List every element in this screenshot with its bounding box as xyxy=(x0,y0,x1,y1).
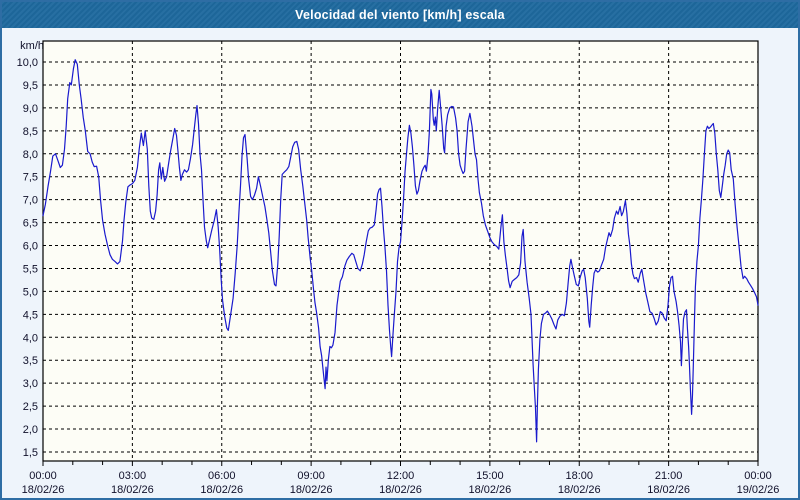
y-tick-label: 9,5 xyxy=(23,80,38,92)
y-tick-label: 6,5 xyxy=(23,218,38,230)
x-tick-time-label: 03:00 xyxy=(119,470,147,482)
y-tick-label: 1,5 xyxy=(23,447,38,459)
wind-speed-line xyxy=(42,59,759,443)
x-tick-time-label: 06:00 xyxy=(208,470,236,482)
y-tick-label: 2,0 xyxy=(23,424,38,436)
y-tick-label: 5,5 xyxy=(23,263,38,275)
title-bar: Velocidad del viento [km/h] escala xyxy=(2,2,798,28)
x-tick-time-label: 18:00 xyxy=(565,470,593,482)
x-tick-time-label: 15:00 xyxy=(476,470,504,482)
x-tick-time-label: 21:00 xyxy=(655,470,683,482)
chart-title: Velocidad del viento [km/h] escala xyxy=(295,8,505,22)
y-tick-label: 7,5 xyxy=(23,172,38,184)
y-tick-label: 3,5 xyxy=(23,355,38,367)
x-tick-time-label: 00:00 xyxy=(29,470,57,482)
y-tick-label: 2,5 xyxy=(23,401,38,413)
y-tick-label: 4,5 xyxy=(23,309,38,321)
x-tick-time-label: 09:00 xyxy=(297,470,325,482)
x-tick-date-label: 18/02/26 xyxy=(558,484,601,496)
x-tick-date-label: 18/02/26 xyxy=(379,484,422,496)
y-tick-label: 8,0 xyxy=(23,149,38,161)
y-tick-label: 9,0 xyxy=(23,103,38,115)
x-tick-date-label: 19/02/26 xyxy=(737,484,780,496)
x-tick-date-label: 18/02/26 xyxy=(468,484,511,496)
x-tick-date-label: 18/02/26 xyxy=(647,484,690,496)
x-tick-date-label: 18/02/26 xyxy=(111,484,154,496)
x-tick-date-label: 18/02/26 xyxy=(22,484,65,496)
y-tick-label: 6,0 xyxy=(23,241,38,253)
x-tick-date-label: 18/02/26 xyxy=(200,484,243,496)
x-tick-time-label: 00:00 xyxy=(744,470,772,482)
y-tick-label: 3,0 xyxy=(23,378,38,390)
y-tick-label: 8,5 xyxy=(23,126,38,138)
y-tick-label: 7,0 xyxy=(23,195,38,207)
x-tick-date-label: 18/02/26 xyxy=(290,484,333,496)
y-tick-label: 4,0 xyxy=(23,332,38,344)
y-tick-label: 5,0 xyxy=(23,286,38,298)
x-tick-time-label: 12:00 xyxy=(387,470,415,482)
y-axis-unit-label: km/h xyxy=(20,40,44,52)
y-tick-label: 10,0 xyxy=(17,57,38,69)
